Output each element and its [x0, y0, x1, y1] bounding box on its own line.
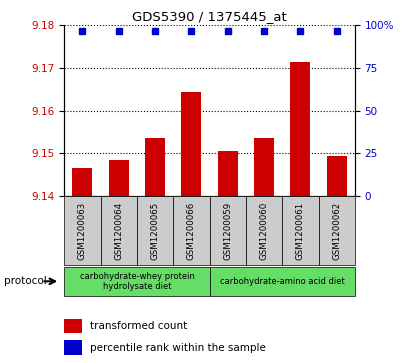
Bar: [319, 196, 355, 265]
Text: carbohydrate-whey protein
hydrolysate diet: carbohydrate-whey protein hydrolysate di…: [80, 272, 194, 291]
Text: GSM1200059: GSM1200059: [223, 201, 232, 260]
Bar: [327, 155, 347, 196]
Text: carbohydrate-amino acid diet: carbohydrate-amino acid diet: [220, 277, 344, 286]
Bar: [173, 196, 210, 265]
Bar: [290, 62, 310, 196]
Text: percentile rank within the sample: percentile rank within the sample: [90, 343, 266, 352]
Text: GSM1200064: GSM1200064: [114, 201, 123, 260]
Bar: [246, 196, 282, 265]
Bar: [254, 138, 274, 196]
Bar: [100, 196, 137, 265]
Text: GSM1200065: GSM1200065: [151, 201, 160, 260]
Bar: [210, 267, 355, 296]
Bar: [64, 196, 101, 265]
Bar: [210, 196, 246, 265]
Text: transformed count: transformed count: [90, 321, 188, 331]
Text: protocol: protocol: [4, 276, 47, 286]
Bar: [64, 267, 210, 296]
Bar: [64, 319, 82, 333]
Text: GSM1200063: GSM1200063: [78, 201, 87, 260]
Bar: [181, 91, 201, 196]
Bar: [218, 151, 238, 196]
Text: GSM1200061: GSM1200061: [296, 201, 305, 260]
Text: GSM1200062: GSM1200062: [332, 201, 341, 260]
Title: GDS5390 / 1375445_at: GDS5390 / 1375445_at: [132, 10, 287, 23]
Bar: [73, 168, 93, 196]
Bar: [64, 340, 82, 355]
Bar: [145, 138, 165, 196]
Text: GSM1200066: GSM1200066: [187, 201, 196, 260]
Bar: [137, 196, 173, 265]
Bar: [109, 160, 129, 196]
Bar: [282, 196, 319, 265]
Text: GSM1200060: GSM1200060: [259, 201, 269, 260]
